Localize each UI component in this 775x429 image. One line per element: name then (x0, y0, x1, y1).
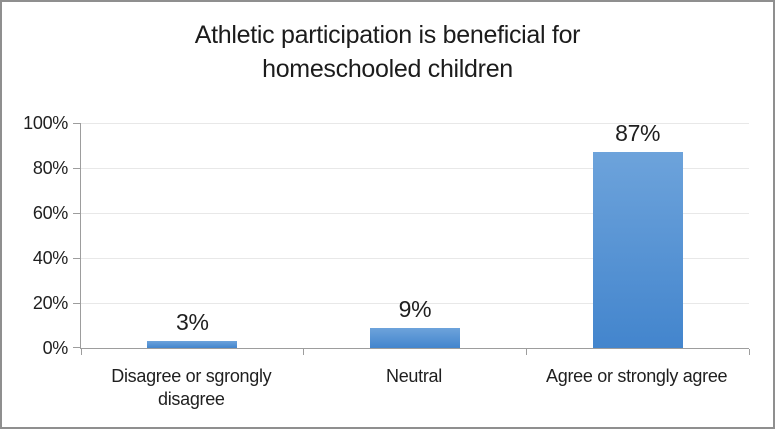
bar (147, 341, 238, 348)
y-axis-tick-label: 20% (32, 293, 68, 313)
gridline (81, 302, 749, 304)
y-axis-tick-label: 0% (42, 338, 69, 358)
bar (592, 152, 683, 348)
category-label: Disagree or sgrongly disagree (111, 366, 272, 409)
bar-value-label: 87% (615, 120, 661, 147)
y-axis-tick (73, 122, 81, 124)
gridline (81, 167, 749, 169)
chart-title: Athletic participation is beneficial for… (2, 18, 773, 86)
gridline (81, 212, 749, 214)
y-axis-tick-label: 80% (32, 158, 68, 178)
chart-title-line2: homeschooled children (262, 55, 513, 83)
y-axis-tick (73, 302, 81, 304)
x-axis-tick (525, 349, 527, 355)
bar (370, 327, 460, 348)
gridline (81, 122, 749, 124)
y-axis-tick (73, 167, 81, 169)
y-axis-tick (73, 257, 81, 259)
y-axis-tick (73, 212, 81, 214)
x-axis-tick (303, 349, 305, 355)
chart-title-line1: Athletic participation is beneficial for (194, 21, 581, 49)
bar-value-label: 9% (398, 295, 432, 322)
gridline (81, 257, 749, 259)
y-axis-tick (73, 346, 81, 348)
x-axis-tick (748, 349, 750, 355)
y-axis-tick-label: 40% (32, 248, 68, 268)
bar-value-label: 3% (176, 309, 209, 336)
plot-area: 3% 9% 87% (73, 120, 750, 355)
y-axis-tick-label: 100% (23, 113, 68, 133)
category-label: Neutral (386, 366, 442, 386)
category-label: Agree or strongly agree (546, 366, 728, 386)
x-axis-tick (80, 349, 82, 355)
y-axis-tick-label: 60% (32, 203, 68, 223)
